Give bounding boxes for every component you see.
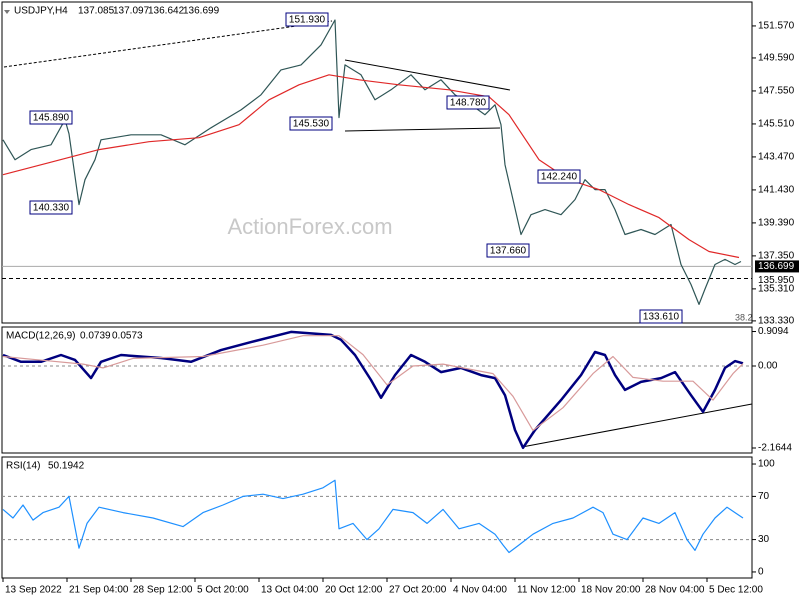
y-tick-label: 70: [758, 491, 770, 502]
last-price-label: 136.699: [758, 261, 795, 272]
x-tick-label: 4 Nov 04:00: [453, 585, 507, 596]
annotation: 142.240: [541, 172, 578, 183]
support-label: 135.950: [758, 275, 795, 286]
annotation: 145.890: [33, 113, 70, 124]
x-tick-label: 20 Oct 12:00: [325, 585, 383, 596]
ohlc-value: 137.085: [78, 6, 115, 17]
x-tick-label: 21 Sep 04:00: [69, 585, 129, 596]
rsi-title: RSI(14): [6, 461, 40, 472]
y-tick-label: 145.510: [758, 119, 795, 130]
y-tick-label: 141.430: [758, 185, 795, 196]
trendline: [344, 127, 501, 132]
y-tick-label: 151.570: [758, 21, 795, 32]
rsi-current: 50.1942: [48, 461, 85, 472]
x-tick-label: 13 Oct 04:00: [261, 585, 319, 596]
x-tick-label: 13 Sep 2022: [5, 585, 62, 596]
annotation: 133.610: [643, 312, 680, 323]
y-tick-label: 0.00: [758, 361, 778, 372]
annotation: 145.530: [293, 119, 330, 130]
annotation: 151.930: [289, 15, 326, 26]
y-tick-label: 0: [758, 567, 764, 578]
x-tick-label: 28 Nov 04:00: [645, 585, 705, 596]
series-line: [2, 19, 742, 305]
annotation-box: [29, 200, 73, 215]
header-icon: [4, 10, 10, 14]
annotation-box: [537, 169, 581, 184]
y-tick-label: 30: [758, 534, 770, 545]
y-tick-label: 143.470: [758, 152, 795, 163]
macd-title: MACD(12,26,9): [6, 331, 75, 342]
x-tick-label: 5 Oct 20:00: [197, 585, 249, 596]
annotation: 148.780: [450, 98, 487, 109]
ohlc-value: 136.699: [183, 6, 220, 17]
ohlc-value: 136.642: [148, 6, 185, 17]
series-line: [2, 330, 744, 450]
trendline: [3, 20, 333, 68]
ohlc-value: 137.097: [113, 6, 150, 17]
y-tick-label: 147.550: [758, 86, 795, 97]
x-tick-label: 11 Nov 12:00: [517, 585, 576, 596]
last-price-box: [755, 260, 799, 273]
annotation-box: [486, 243, 530, 258]
watermark: ActionForex.com: [227, 214, 392, 239]
y-tick-label: 137.350: [758, 251, 795, 262]
y-tick-label: 139.390: [758, 218, 795, 229]
annotation-box: [285, 12, 329, 27]
series-line: [2, 335, 744, 431]
panel-frame: [1, 1, 753, 324]
x-tick-label: 18 Nov 20:00: [581, 585, 641, 596]
trendline: [521, 403, 753, 448]
y-tick-label: 149.590: [758, 53, 795, 64]
series-line: [2, 479, 744, 554]
panel-frame: [1, 326, 753, 454]
annotation: 137.660: [490, 246, 527, 257]
y-tick-label: 135.310: [758, 284, 795, 295]
x-tick-label: 28 Sep 12:00: [133, 585, 193, 596]
y-tick-label: 0.9094: [758, 326, 789, 337]
x-tick-label: 5 Dec 12:00: [709, 585, 763, 596]
annotation-box: [639, 309, 683, 324]
y-tick-label: 100: [758, 459, 775, 470]
y-tick-label: 133.330: [758, 316, 795, 327]
trendline: [344, 59, 511, 91]
macd-current: 0.0573: [112, 331, 143, 342]
annotation-box: [289, 116, 333, 131]
annotation-box: [29, 110, 73, 125]
annotation-box: [446, 95, 490, 110]
series-line: [2, 74, 740, 259]
y-tick-label: -2.1644: [758, 443, 792, 454]
panel-frame: [1, 456, 753, 579]
macd-current: 0.0739: [80, 331, 111, 342]
symbol: USDJPY,H4: [14, 6, 68, 17]
fib-note: 38.2: [735, 312, 753, 322]
x-tick-label: 27 Oct 20:00: [389, 585, 447, 596]
annotation: 140.330: [33, 203, 70, 214]
